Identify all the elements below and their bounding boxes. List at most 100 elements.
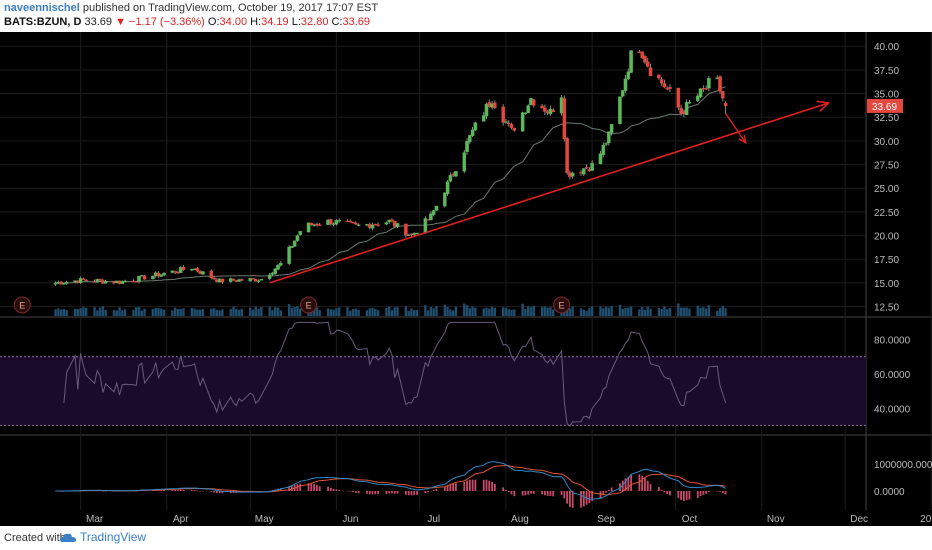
volume-bar [385,307,388,316]
candle [687,99,692,105]
price-tick-label: 27.50 [874,161,899,172]
macd-hist-bar [468,479,471,491]
macd-hist-bar [449,483,452,491]
volume-bar [118,307,121,316]
candle-body [562,98,567,140]
volume-bars [54,298,727,316]
macd-hist-bar [388,491,391,494]
volume-bar [390,310,394,316]
volume-bar [590,306,594,316]
macd-hist-bar [135,491,138,492]
candle [509,122,514,130]
candle-body [334,220,339,225]
macd-hist-bar [368,491,371,495]
volume-bar [618,304,622,316]
close-label: C: [331,16,343,28]
candle [120,280,125,284]
candle-body [707,78,711,89]
macd-hist-bar [179,489,182,491]
candle [565,136,569,175]
candle [551,108,555,113]
volume-bar [546,307,549,316]
candle [290,245,294,248]
volume-bar [501,307,505,316]
candle-body [151,275,155,280]
candle [443,192,447,208]
macd-hist-bar [215,491,218,494]
candle-body [662,83,667,88]
volume-bar [410,308,413,316]
earnings-marker-label: E [559,301,565,311]
candle-body [415,232,419,235]
candle [623,74,628,93]
macd-hist-bar [705,491,708,494]
time-tick-label: Oct [682,514,698,525]
candle-body [356,224,361,226]
volume-bar [704,308,708,316]
candle-body [493,102,497,108]
candle-body [201,271,205,275]
candle [309,222,314,226]
candle [718,75,722,95]
volume-bar [474,307,477,316]
macd-hist-bar [663,491,666,493]
candle-body [601,144,606,155]
volume-bar [640,306,644,316]
volume-bar [627,307,630,316]
candle-body [64,281,69,284]
macd-hist-bar [677,491,680,498]
volume-bar [276,307,280,316]
symbol-label[interactable]: BATS:BZUN, D [4,16,82,28]
volume-bar [237,309,241,316]
macd-hist-bar [510,491,513,495]
chart-canvas[interactable]: 40.00 37.50 35.00 32.50 30.00 27.50 25.00 22.50… [0,32,932,526]
volume-bar [493,307,497,316]
candle-body [687,101,692,104]
candle [506,120,511,127]
macd-hist-bar [588,491,591,504]
candle [462,150,467,174]
candle-body [465,140,469,152]
tradingview-logo[interactable]: TradingView [60,530,146,544]
candle [601,142,606,158]
volume-bar [210,308,213,316]
macd-hist-bar [410,491,413,496]
candle [376,222,380,227]
candle [220,278,225,284]
macd-hist-bar [638,474,641,491]
volume-bar [221,309,224,316]
candle [468,134,472,145]
candle-body [520,112,525,132]
volume-bar [721,305,724,316]
author-link[interactable]: naveennischel [4,2,80,14]
macd-hist-bar [607,489,610,491]
volume-bar [707,305,711,316]
candle [696,93,700,103]
candle-body [551,109,555,113]
volume-bar [429,306,433,316]
macd-tick-label: 1000000.0000 [874,460,932,471]
candle-body [657,74,661,79]
volume-bar [290,308,294,316]
macd-hist-bar [157,490,160,491]
price-tick-label: 17.50 [874,255,899,266]
candle-body [506,122,511,125]
macd-hist-bar [318,486,321,491]
candle [415,232,419,235]
macd-hist-bar [474,479,477,491]
candle [607,131,611,146]
candle [609,123,614,136]
candle [448,172,453,183]
candle-body [504,121,508,123]
volume-bar [79,308,82,316]
volume-bar [449,309,452,316]
macd-hist-bar [196,490,199,492]
candle-body [484,103,489,117]
macd-hist-bar [621,480,624,491]
candle [276,263,280,271]
candle [721,90,725,102]
candle-body [629,50,633,73]
macd-hist-bar [591,491,594,501]
footer: Created with TradingView [0,526,932,550]
candle [543,104,547,116]
